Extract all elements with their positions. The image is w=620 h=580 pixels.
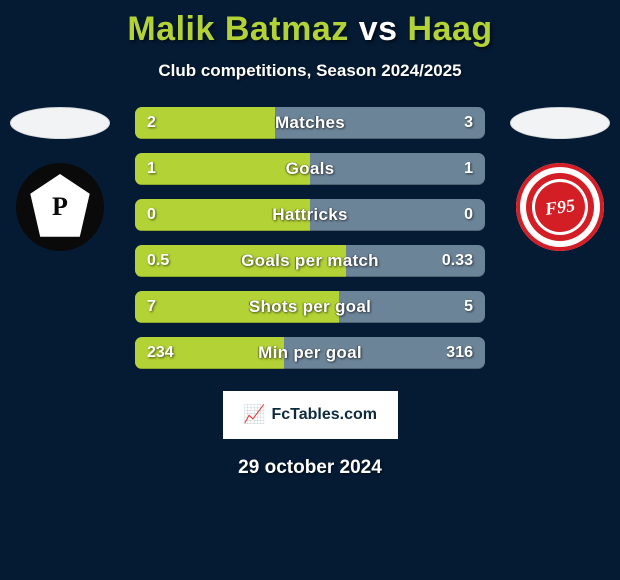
left-avatar-placeholder (10, 107, 110, 139)
attribution-text: FcTables.com (271, 406, 377, 424)
stat-right-value: 1 (452, 153, 485, 185)
stat-bar-shots_per_goal: 75Shots per goal (135, 291, 485, 323)
right-club-badge: F95 (516, 163, 604, 251)
left-player-column: P (0, 107, 120, 251)
stat-right-value: 0.33 (430, 245, 485, 277)
subtitle: Club competitions, Season 2024/2025 (0, 61, 620, 81)
right-avatar-placeholder (510, 107, 610, 139)
page-title: Malik Batmaz vs Haag (0, 0, 620, 49)
right-player-column: F95 (500, 107, 620, 251)
stat-left-value: 234 (135, 337, 186, 369)
stat-bar-hattricks: 00Hattricks (135, 199, 485, 231)
title-right: Haag (408, 10, 493, 48)
stat-left-value: 2 (135, 107, 168, 139)
stat-left-value: 7 (135, 291, 168, 323)
stat-bar-goals: 11Goals (135, 153, 485, 185)
comparison-stage: P F95 23Matches11Goals00Hattricks0.50.33… (0, 107, 620, 369)
stat-bar-matches: 23Matches (135, 107, 485, 139)
stat-right-value: 316 (434, 337, 485, 369)
preussen-letter: P (27, 174, 93, 240)
attribution-badge: 📈 FcTables.com (223, 391, 398, 439)
stat-left-value: 1 (135, 153, 168, 185)
stat-bars: 23Matches11Goals00Hattricks0.50.33Goals … (135, 107, 485, 369)
stat-left-value: 0 (135, 199, 168, 231)
stat-right-value: 0 (452, 199, 485, 231)
stat-left-value: 0.5 (135, 245, 181, 277)
stat-bar-min_per_goal: 234316Min per goal (135, 337, 485, 369)
date-label: 29 october 2024 (0, 457, 620, 479)
title-left: Malik Batmaz (127, 10, 348, 48)
left-club-badge: P (16, 163, 104, 251)
stat-bar-goals_per_match: 0.50.33Goals per match (135, 245, 485, 277)
title-vs: vs (359, 10, 398, 48)
stat-right-value: 5 (452, 291, 485, 323)
chart-icon: 📈 (243, 404, 265, 425)
stat-right-value: 3 (452, 107, 485, 139)
